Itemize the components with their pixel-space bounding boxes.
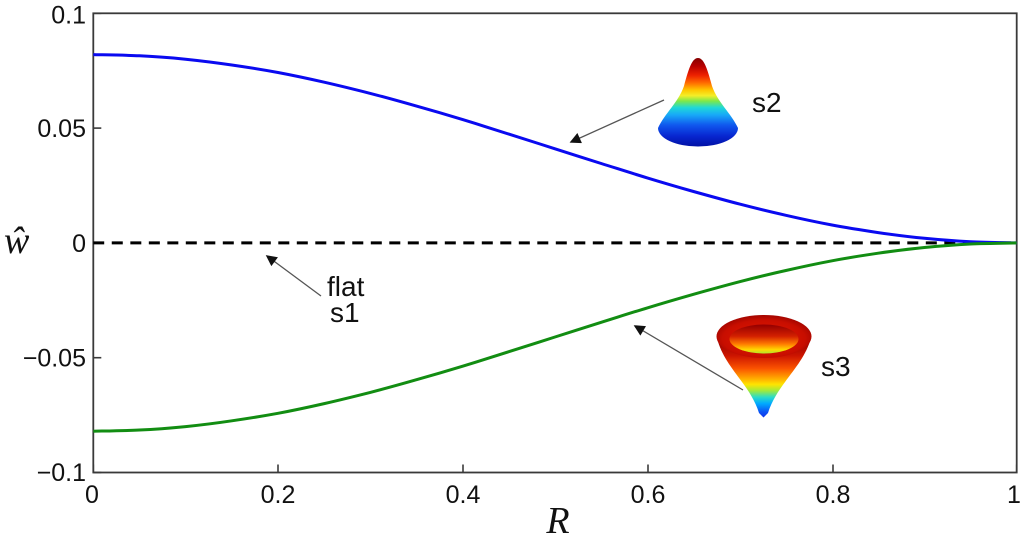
x-tick-label-0.8: 0.8 — [816, 481, 851, 509]
x-axis-label: R — [545, 500, 569, 538]
s2-label: s2 — [752, 87, 782, 118]
curve-s3-crater — [93, 241, 1017, 433]
curve-s2-bump — [93, 53, 1017, 245]
y-tick-label-neg0.1: −0.1 — [37, 459, 86, 487]
y-tick-labels: 0.1 0.05 0 −0.05 −0.1 — [23, 2, 86, 488]
y-axis-label: ŵ — [4, 220, 30, 262]
flat-label: flat — [327, 271, 365, 302]
s3-label: s3 — [821, 351, 851, 382]
crater-bowl — [729, 324, 799, 354]
x-tick-label-1: 1 — [1007, 481, 1021, 509]
annotation-arrows — [265, 99, 744, 391]
x-tick-labels: 0 0.2 0.4 0.6 0.8 1 — [85, 481, 1021, 509]
s1-label: s1 — [330, 297, 360, 328]
x-axis-ticks — [92, 464, 1018, 473]
y-tick-label-neg0.05: −0.05 — [23, 345, 86, 373]
y-tick-label-0: 0 — [72, 230, 86, 258]
s2-bump-inset — [658, 58, 738, 147]
bump-surface — [658, 58, 738, 147]
curves-group — [93, 53, 1017, 433]
flat-s1-arrow — [265, 255, 322, 297]
s2-arrow — [569, 99, 665, 144]
y-tick-label-0.05: 0.05 — [37, 115, 86, 143]
x-tick-label-0.6: 0.6 — [631, 481, 666, 509]
s3-crater-inset — [716, 315, 812, 418]
y-tick-label-0.1: 0.1 — [51, 2, 86, 30]
x-tick-label-0.4: 0.4 — [446, 481, 481, 509]
x-tick-label-0.2: 0.2 — [261, 481, 296, 509]
crater-cone — [717, 338, 811, 418]
s3-arrow — [633, 325, 744, 391]
x-tick-label-0: 0 — [85, 481, 99, 509]
